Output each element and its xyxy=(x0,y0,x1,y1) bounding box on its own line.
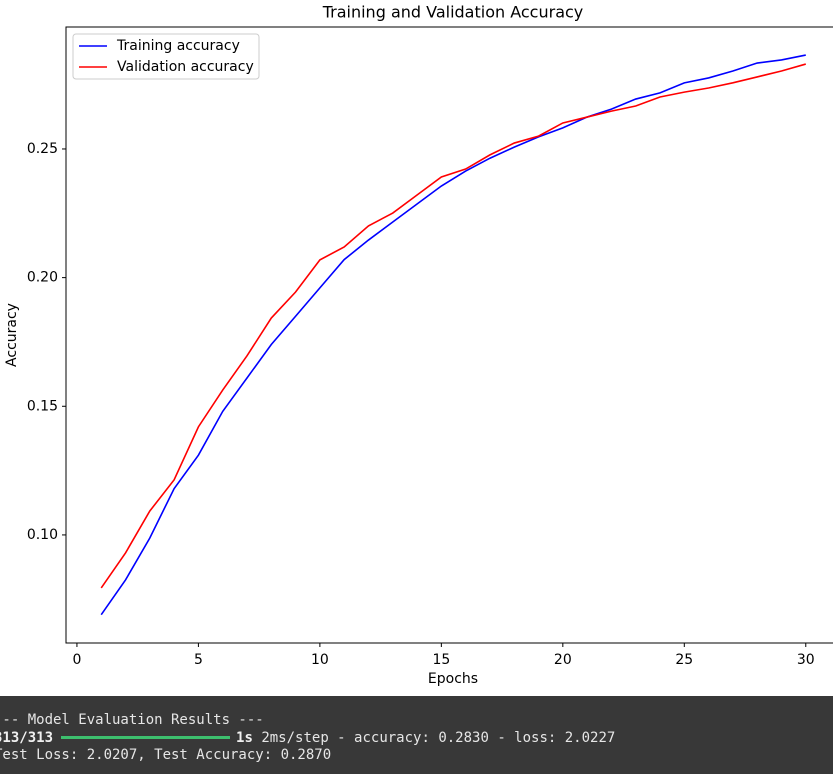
terminal-line: --- Model Evaluation Results --- xyxy=(0,712,264,728)
progress-time: 1s xyxy=(236,729,253,746)
x-tick-label: 25 xyxy=(675,652,693,668)
terminal-line: 313/313 1s 2ms/step - accuracy: 0.2830 - … xyxy=(0,730,833,748)
progress-step: 313/313 xyxy=(0,729,54,746)
x-tick-label: 10 xyxy=(311,652,329,668)
series-line xyxy=(100,63,806,589)
y-tick-label: 0.10 xyxy=(27,527,58,543)
progress-metrics: 2ms/step - accuracy: 0.2830 - loss: 2.02… xyxy=(261,729,616,746)
x-tick-label: 5 xyxy=(194,652,203,668)
progress-bar xyxy=(61,736,231,739)
chart-title: Training and Validation Accuracy xyxy=(322,3,584,22)
x-axis-label: Epochs xyxy=(428,671,478,687)
y-tick-label: 0.20 xyxy=(27,270,58,286)
x-tick-label: 20 xyxy=(554,652,572,668)
terminal: --- Model Evaluation Results ---313/313 1… xyxy=(0,696,833,774)
x-tick-label: 30 xyxy=(797,652,815,668)
legend-label: Training accuracy xyxy=(116,38,240,54)
x-tick-label: 15 xyxy=(432,652,450,668)
legend-label: Validation accuracy xyxy=(117,59,254,75)
chart: Training and Validation Accuracy Epochs … xyxy=(4,3,833,687)
y-axis-label: Accuracy xyxy=(4,303,20,367)
y-tick-label: 0.25 xyxy=(27,141,58,157)
legend-box xyxy=(72,33,260,80)
plot-frame xyxy=(65,26,833,644)
y-tick-label: 0.15 xyxy=(27,398,58,414)
series-line xyxy=(100,54,806,616)
terminal-line: Test Loss: 2.0207, Test Accuracy: 0.2870 xyxy=(0,747,332,763)
x-tick-label: 0 xyxy=(72,652,81,668)
